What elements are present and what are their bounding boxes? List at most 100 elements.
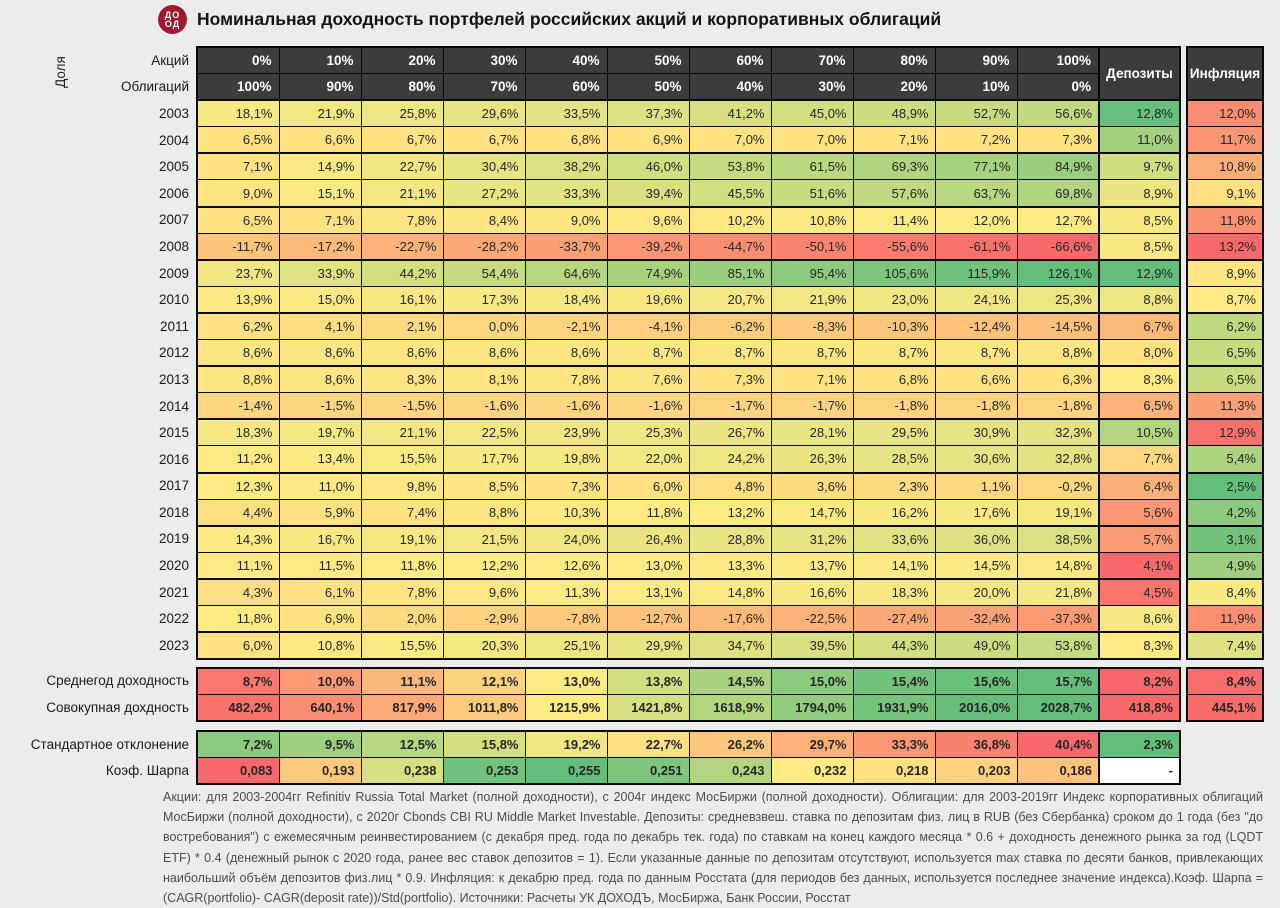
portfolio-cell: 28,1%: [770, 418, 854, 447]
year-row: 2008 -11,7% -17,2% -22,7% -28,2% -33,7% -39,2%…: [0, 232, 1264, 261]
summary-cell: 29,7%: [770, 729, 854, 758]
portfolio-cell: 7,3%: [1016, 126, 1100, 155]
portfolio-cell: 9,0%: [524, 206, 608, 234]
page-title: Номинальная доходность портфелей российс…: [197, 9, 942, 29]
stocks-share-label: Акций: [151, 52, 189, 68]
inflation-cell: 8,4%: [1186, 578, 1264, 606]
inflation-cell: 7,4%: [1186, 631, 1264, 660]
summary-cell: 12,5%: [360, 729, 444, 758]
portfolio-cell: 64,6%: [524, 259, 608, 287]
portfolio-cell: 21,1%: [360, 179, 444, 208]
summary-cell: 0,218: [852, 756, 936, 786]
inflation-cell: 12,9%: [1186, 418, 1264, 447]
year-label: 2010: [158, 292, 189, 308]
row-spacer: [1180, 366, 1187, 393]
portfolio-cell: 21,8%: [1016, 578, 1100, 606]
portfolio-cell: 21,9%: [770, 285, 854, 314]
portfolio-cell: 11,2%: [196, 445, 280, 474]
summary-cell: 1794,0%: [770, 693, 854, 722]
deposits-cell: 7,7%: [1098, 445, 1181, 474]
year-row: 2004 6,5% 6,6% 6,7% 6,7% 6,8% 6,9% 7,0% 7,0% 7,1%…: [0, 126, 1264, 155]
portfolio-cell: 34,7%: [688, 631, 772, 660]
portfolio-cell: 7,0%: [770, 126, 854, 155]
row-spacer: [1180, 127, 1187, 154]
year-row: 2023 6,0% 10,8% 15,5% 20,3% 25,1% 29,9% 34,7% 39…: [0, 631, 1264, 660]
portfolio-cell: 6,7%: [360, 126, 444, 155]
portfolio-cell: 16,1%: [360, 285, 444, 314]
portfolio-cell: 11,8%: [196, 604, 280, 634]
portfolio-cell: -8,3%: [770, 312, 854, 341]
portfolio-cell: -55,6%: [852, 232, 936, 261]
portfolio-cell: 20,0%: [934, 578, 1018, 606]
portfolio-cell: 6,0%: [606, 472, 690, 500]
portfolio-cell: 9,6%: [442, 578, 526, 606]
portfolio-cell: 10,8%: [278, 631, 362, 660]
portfolio-cell: 7,6%: [606, 365, 690, 394]
year-label: 2019: [158, 531, 189, 547]
summary-cell: 2028,7%: [1016, 693, 1100, 722]
stocks-share-header: 100%: [1016, 46, 1100, 75]
deposits-cell: 5,6%: [1098, 498, 1181, 527]
bonds-share-header: 100%: [196, 73, 280, 102]
portfolio-cell: 33,6%: [852, 525, 936, 553]
summary-cell: 0,186: [1016, 756, 1100, 786]
summary-inflation-cell: 445,1%: [1186, 693, 1264, 722]
portfolio-cell: 6,0%: [196, 631, 280, 660]
bonds-share-header: 30%: [770, 73, 854, 102]
summary-cell: 14,5%: [688, 666, 772, 695]
portfolio-cell: 13,1%: [606, 578, 690, 606]
deposits-cell: 6,4%: [1098, 472, 1181, 500]
portfolio-cell: 16,2%: [852, 498, 936, 527]
portfolio-cell: 14,1%: [852, 551, 936, 580]
portfolio-cell: 24,2%: [688, 445, 772, 474]
portfolio-cell: 8,8%: [1016, 339, 1100, 368]
portfolio-cell: 85,1%: [688, 259, 772, 287]
portfolio-cell: 18,4%: [524, 285, 608, 314]
row-spacer: [1180, 731, 1187, 758]
portfolio-cell: 9,8%: [360, 472, 444, 500]
portfolio-cell: 8,7%: [606, 339, 690, 368]
portfolio-returns-table: Акций 0% 10% 20% 30% 40% 50% 60% 70% 80% 90% 100% Де…: [0, 45, 1264, 660]
year-row: 2019 14,3% 16,7% 19,1% 21,5% 24,0% 26,4% 28,8% 3…: [0, 525, 1264, 553]
portfolio-cell: -10,3%: [852, 312, 936, 341]
deposits-cell: 5,7%: [1098, 525, 1181, 553]
portfolio-cell: 74,9%: [606, 259, 690, 287]
summary-cell: 9,5%: [278, 729, 362, 758]
portfolio-cell: -4,1%: [606, 312, 690, 341]
portfolio-cell: 27,2%: [442, 179, 526, 208]
portfolio-cell: 1,1%: [934, 472, 1018, 500]
row-spacer: [1180, 605, 1187, 632]
deposits-cell: 8,8%: [1098, 285, 1181, 314]
portfolio-cell: 21,5%: [442, 525, 526, 553]
portfolio-cell: 8,7%: [688, 339, 772, 368]
stocks-share-header: 60%: [688, 46, 772, 75]
year-label: 2023: [158, 637, 189, 653]
bonds-share-header: 60%: [524, 73, 608, 102]
portfolio-cell: 57,6%: [852, 179, 936, 208]
bonds-share-header: 80%: [360, 73, 444, 102]
portfolio-cell: -7,8%: [524, 604, 608, 634]
portfolio-cell: -2,9%: [442, 604, 526, 634]
empty-inflation-cell: [1187, 757, 1263, 784]
inflation-cell: 6,5%: [1186, 339, 1264, 368]
portfolio-cell: -17,6%: [688, 604, 772, 634]
portfolio-cell: 10,8%: [770, 206, 854, 234]
inflation-cell: 9,1%: [1186, 179, 1264, 208]
empty-inflation-cell: [1187, 731, 1263, 758]
inflation-cell: 11,8%: [1186, 206, 1264, 234]
portfolio-cell: 15,5%: [360, 445, 444, 474]
portfolio-cell: 56,6%: [1016, 99, 1100, 128]
year-row: 2014 -1,4% -1,5% -1,5% -1,6% -1,6% -1,6% -1,7% -…: [0, 392, 1264, 421]
year-label: 2022: [158, 611, 189, 627]
row-spacer: [1180, 632, 1187, 659]
stocks-share-header: 0%: [196, 46, 280, 75]
portfolio-cell: 20,7%: [688, 285, 772, 314]
portfolio-cell: 26,7%: [688, 418, 772, 447]
annual-and-total-summary-table: Среднегод доходность 8,7% 10,0% 11,1% 12,1% 1…: [0, 666, 1264, 722]
row-spacer: [1180, 340, 1187, 367]
portfolio-cell: -66,6%: [1016, 232, 1100, 261]
year-row: 2017 12,3% 11,0% 9,8% 8,5% 7,3% 6,0% 4,8% 3,6% 2,…: [0, 472, 1264, 500]
deposits-cell: 4,5%: [1098, 578, 1181, 606]
summary-cell: 19,2%: [524, 729, 608, 758]
inflation-cell: 11,7%: [1186, 126, 1264, 155]
